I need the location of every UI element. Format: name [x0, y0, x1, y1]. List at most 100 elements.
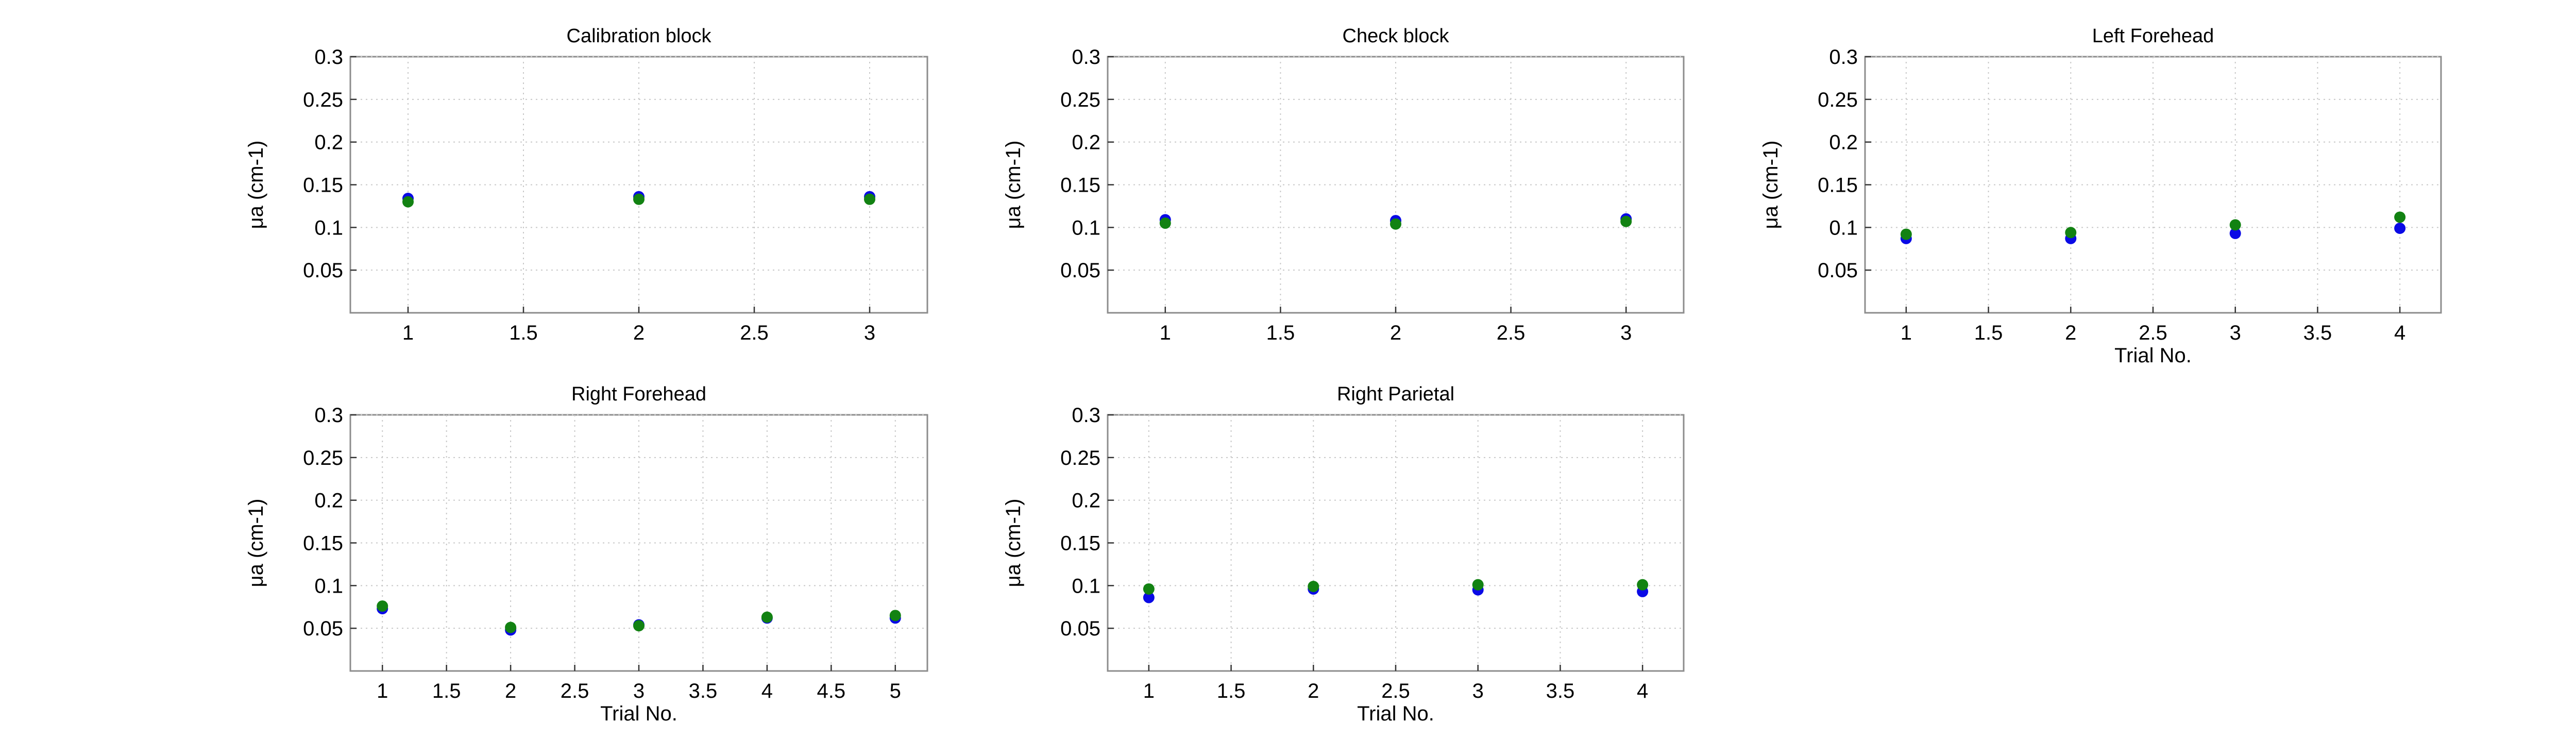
series-2-point: [2229, 219, 2241, 231]
y-tick-label: 0.1: [1072, 216, 1100, 239]
x-tick-label: 3: [864, 322, 875, 344]
x-tick-label: 2.5: [740, 322, 769, 344]
y-tick-label: 0.25: [303, 447, 343, 469]
y-tick-label: 0.3: [1072, 404, 1100, 427]
series-2-point: [1472, 579, 1484, 591]
y-tick-label: 0.1: [1072, 575, 1100, 597]
y-tick-label: 0.1: [1829, 216, 1858, 239]
series-2-point: [864, 193, 875, 205]
chart-title: Right Parietal: [1337, 383, 1454, 405]
x-tick-label: 1: [402, 322, 414, 344]
series-2-point: [1620, 215, 1632, 227]
x-tick-label: 1: [1160, 322, 1171, 344]
y-tick-label: 0.2: [1829, 131, 1858, 154]
y-tick-label: 0.05: [1060, 617, 1100, 640]
x-tick-label: 3.5: [2303, 322, 2332, 344]
y-tick-label: 0.05: [303, 259, 343, 282]
chart-panel-3: 1 1.5 2 2.5 3 3.5 4 0.05 0.1 0.15 0.2 0.25 0.3 Left F…: [1759, 25, 2442, 367]
x-tick-label: 5: [890, 680, 901, 702]
y-tick-label: 0.2: [314, 131, 343, 154]
x-tick-label: 2.5: [1381, 680, 1410, 702]
x-tick-label: 3: [1620, 322, 1632, 344]
y-tick-label: 0.15: [303, 532, 343, 555]
series-1-point: [2229, 227, 2241, 239]
chart-panel-4: 1 1.5 2 2.5 3 3.5 4 4.5 5 0.05 0.1 0.15 0.2 0.25 0.3 Ri…: [245, 383, 928, 725]
x-tick-label: 1: [377, 680, 388, 702]
series-2-point: [633, 193, 645, 205]
y-tick-label: 0.05: [303, 617, 343, 640]
x-tick-label: 1.5: [432, 680, 461, 702]
y-tick-label: 0.15: [1060, 174, 1100, 197]
chart-panel-2: 1 1.5 2 2.5 3 0.05 0.1 0.15 0.2 0.25 0.3 Check bloc…: [1002, 25, 1685, 344]
y-axis-label: μa (cm-1): [1002, 141, 1025, 229]
series-2-point: [402, 196, 414, 208]
x-tick-label: 1.5: [1217, 680, 1246, 702]
y-tick-label: 0.25: [303, 89, 343, 111]
x-tick-label: 4.5: [817, 680, 846, 702]
y-tick-label: 0.15: [1818, 174, 1858, 197]
y-tick-label: 0.1: [314, 216, 343, 239]
series-2-point: [505, 621, 517, 633]
series-2-point: [761, 611, 773, 623]
x-tick-label: 4: [2394, 322, 2405, 344]
chart-panel-1: 1 1.5 2 2.5 3 0.05 0.1 0.15 0.2 0.25 0.3 Calibratio…: [245, 25, 928, 344]
y-axis-label: μa (cm-1): [1759, 141, 1782, 229]
y-tick-label: 0.3: [314, 46, 343, 69]
x-tick-label: 3: [2230, 322, 2241, 344]
y-tick-label: 0.3: [1072, 46, 1100, 69]
series-1-point: [1143, 592, 1155, 603]
y-tick-label: 0.05: [1818, 259, 1858, 282]
series-2-point: [2394, 211, 2406, 223]
x-tick-label: 3: [633, 680, 645, 702]
x-tick-label: 3: [1472, 680, 1484, 702]
series-2-point: [1159, 217, 1171, 229]
x-tick-label: 1.5: [509, 322, 538, 344]
x-tick-label: 2.5: [561, 680, 589, 702]
series-1-point: [2394, 222, 2406, 234]
x-tick-label: 1.5: [1266, 322, 1295, 344]
y-axis-label: μa (cm-1): [1002, 499, 1025, 587]
x-axis-label: Trial No.: [1357, 702, 1434, 725]
y-tick-label: 0.05: [1060, 259, 1100, 282]
series-2-point: [1308, 580, 1319, 592]
x-tick-label: 4: [761, 680, 773, 702]
series-2-point: [889, 610, 901, 621]
x-tick-label: 2: [1390, 322, 1401, 344]
chart-title: Right Forehead: [571, 383, 706, 405]
chart-title: Left Forehead: [2092, 25, 2214, 47]
y-tick-label: 0.2: [1072, 131, 1100, 154]
series-2-point: [1390, 218, 1401, 230]
x-tick-label: 2: [1308, 680, 1319, 702]
x-tick-label: 4: [1637, 680, 1648, 702]
y-tick-label: 0.2: [1072, 490, 1100, 512]
x-tick-label: 2.5: [1497, 322, 1526, 344]
y-tick-label: 0.15: [1060, 532, 1100, 555]
x-axis-label: Trial No.: [600, 702, 677, 725]
chart-title: Check block: [1343, 25, 1450, 47]
chart-title: Calibration block: [567, 25, 712, 47]
y-tick-label: 0.15: [303, 174, 343, 197]
x-tick-label: 2.5: [2139, 322, 2167, 344]
y-axis-label: μa (cm-1): [245, 499, 267, 587]
x-axis-label: Trial No.: [2114, 344, 2192, 367]
y-tick-label: 0.25: [1060, 89, 1100, 111]
y-tick-label: 0.25: [1060, 447, 1100, 469]
x-tick-label: 2: [505, 680, 516, 702]
series-2-point: [1900, 228, 1912, 240]
y-tick-label: 0.1: [314, 575, 343, 597]
x-tick-label: 1.5: [1974, 322, 2003, 344]
series-2-point: [2065, 227, 2077, 239]
series-2-point: [377, 600, 388, 612]
y-tick-label: 0.3: [1829, 46, 1858, 69]
x-tick-label: 1: [1901, 322, 1912, 344]
chart-panel-5: 1 1.5 2 2.5 3 3.5 4 0.05 0.1 0.15 0.2 0.25 0.3 Right …: [1002, 383, 1685, 725]
x-tick-label: 3.5: [689, 680, 718, 702]
y-axis-label: μa (cm-1): [245, 141, 267, 229]
series-2-point: [1143, 583, 1155, 595]
series-2-point: [1637, 579, 1649, 591]
y-tick-label: 0.3: [314, 404, 343, 427]
x-tick-label: 2: [2065, 322, 2076, 344]
y-tick-label: 0.25: [1818, 89, 1858, 111]
series-2-point: [633, 620, 645, 632]
y-tick-label: 0.2: [314, 490, 343, 512]
